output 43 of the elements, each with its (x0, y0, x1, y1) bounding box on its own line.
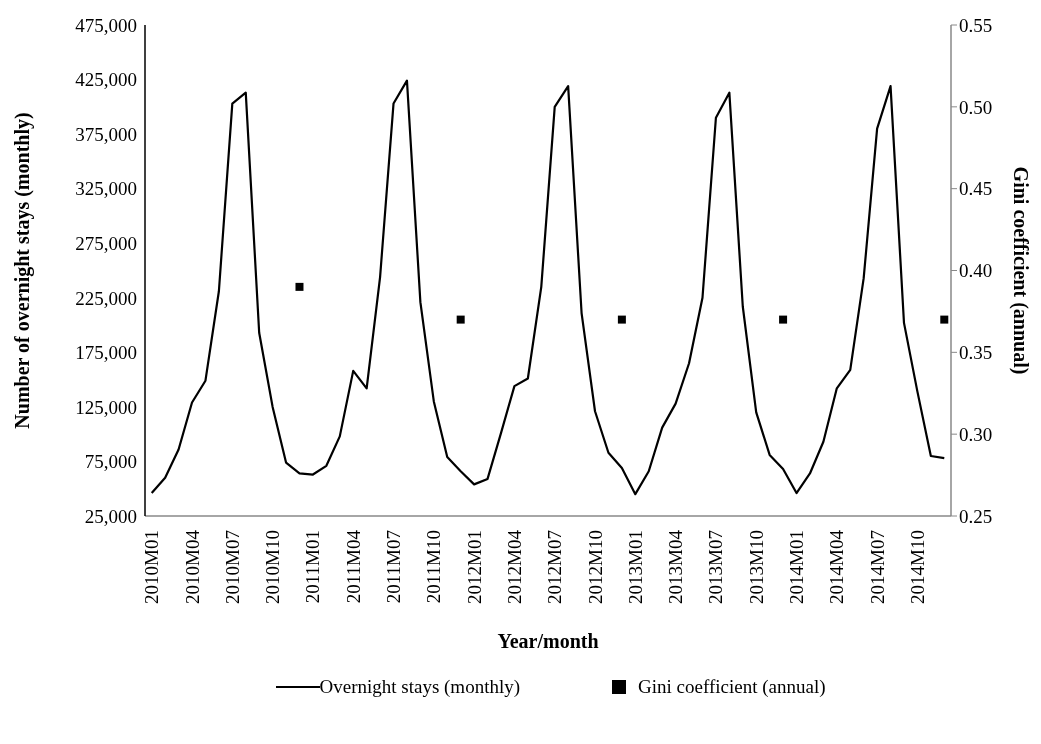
x-tick-label: 2013M01 (624, 530, 646, 604)
y-tick-label: 375,000 (75, 123, 137, 145)
y2-tick-label: 0.55 (959, 14, 993, 36)
x-tick-label: 2014M07 (866, 530, 888, 604)
y-tick-label: 425,000 (75, 69, 137, 91)
y2-tick-label: 0.35 (959, 342, 993, 364)
y2-tick-label: 0.45 (959, 178, 993, 200)
y2-tick-label: 0.30 (959, 423, 993, 445)
x-tick-label: 2012M10 (584, 530, 606, 604)
y-tick-label: 175,000 (75, 342, 137, 364)
y-tick-label: 125,000 (75, 396, 137, 418)
line-series (150, 79, 946, 496)
x-tick-label: 2010M01 (141, 530, 163, 604)
y2-tick-label: 0.50 (959, 96, 993, 118)
x-tick-label: 2012M01 (463, 530, 485, 604)
x-tick-label: 2013M10 (745, 530, 767, 604)
y-tick-label: 325,000 (75, 178, 137, 200)
legend-label: Overnight stays (monthly) (319, 676, 521, 698)
x-tick-label: 2012M04 (503, 529, 525, 604)
x-axis-title: Year/month (497, 630, 599, 652)
legend-label: Gini coefficient (annual) (638, 676, 826, 698)
x-tick-label: 2014M01 (786, 530, 808, 604)
y-axis-title: Number of overnight stays (monthly) (11, 112, 34, 429)
y-tick-label: 225,000 (75, 287, 137, 309)
y2-tick-label: 0.40 (959, 260, 993, 282)
x-tick-label: 2011M07 (383, 530, 405, 604)
x-tick-label: 2010M04 (181, 529, 203, 604)
y-tick-label: 475,000 (75, 14, 137, 36)
y2-axis-title: Gini coefficient (annual) (1009, 166, 1032, 375)
x-tick-label: 2014M10 (906, 530, 928, 604)
x-tick-label: 2010M10 (262, 530, 284, 604)
x-tick-label: 2010M07 (221, 530, 243, 604)
x-tick-label: 2011M01 (302, 530, 324, 604)
y-tick-label: 75,000 (84, 451, 137, 473)
x-tick-label: 2012M07 (544, 530, 566, 604)
y-tick-label: 25,000 (84, 505, 137, 527)
x-tick-label: 2013M07 (705, 530, 727, 604)
x-tick-label: 2013M04 (665, 529, 687, 604)
x-tick-label: 2011M04 (342, 529, 364, 604)
x-tick-label: 2014M04 (826, 529, 848, 604)
y2-tick-label: 0.25 (959, 505, 993, 527)
y-tick-label: 275,000 (75, 232, 137, 254)
x-tick-label: 2011M10 (423, 530, 445, 604)
